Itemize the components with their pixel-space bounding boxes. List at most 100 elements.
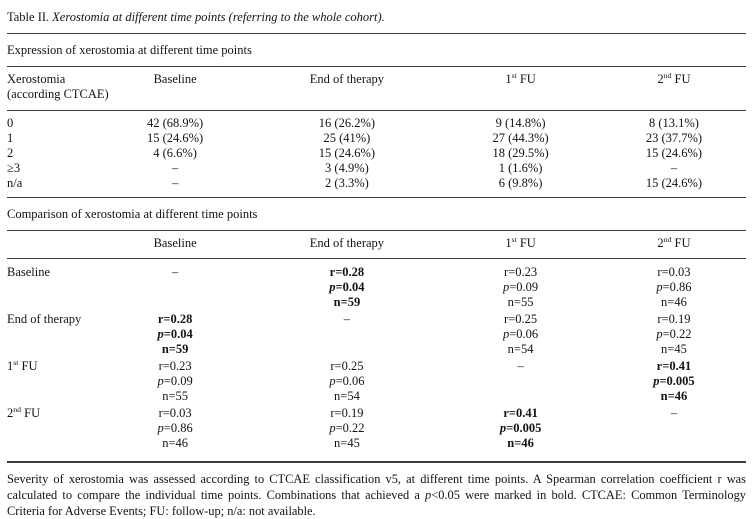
comparison-cell: – xyxy=(602,406,746,453)
comparison-cell: r=0.28 p=0.04 n=59 xyxy=(96,312,255,359)
expression-cell: 15 (24.6%) xyxy=(645,176,703,190)
not-applicable-dash: – xyxy=(171,265,179,279)
p-value: p=0.09 xyxy=(157,374,193,388)
correlation-coefficient: r=0.23 xyxy=(504,265,538,279)
ordinal-superscript: nd xyxy=(13,404,21,414)
comparison-cell: r=0.19 p=0.22 n=45 xyxy=(602,312,746,359)
correlation-coefficient: r=0.19 xyxy=(330,406,364,420)
expression-row: 1 15 (24.6%) 25 (41%) 27 (44.3%) 23 (37.7%) xyxy=(7,131,746,146)
expression-row: ≥3 – 3 (4.9%) 1 (1.6%) – xyxy=(7,161,746,176)
row-label: 2nd FU xyxy=(7,404,41,420)
comparison-table: Baseline End of therapy 1st FU 2nd FU Ba… xyxy=(7,231,746,453)
expression-cell: 16 (26.2%) xyxy=(318,116,376,130)
comparison-cell: r=0.23 p=0.09 n=55 xyxy=(439,259,602,313)
table-number: Table II. xyxy=(7,10,50,24)
expression-cell: 8 (13.1%) xyxy=(648,116,699,130)
expression-section-heading: Expression of xerostomia at different ti… xyxy=(7,43,252,57)
row-label: 0 xyxy=(7,116,14,130)
sample-size: n=46 xyxy=(660,389,688,403)
not-applicable-dash: – xyxy=(517,359,524,373)
sample-size: n=45 xyxy=(661,342,687,356)
correlation-coefficient: r=0.03 xyxy=(657,265,691,279)
column-header-baseline: Baseline xyxy=(95,231,255,259)
column-header-end-of-therapy: End of therapy xyxy=(254,67,440,111)
comparison-cell: – xyxy=(96,259,255,313)
expression-cell: 6 (9.8%) xyxy=(498,176,543,190)
ordinal-superscript: nd xyxy=(663,234,672,244)
correlation-coefficient: r=0.25 xyxy=(330,359,364,373)
correlation-coefficient: r=0.03 xyxy=(158,406,192,420)
column-header-end-of-therapy: End of therapy xyxy=(254,231,440,259)
column-header-second-fu: 2nd FU xyxy=(601,231,746,259)
comparison-row: 1st FU r=0.23 p=0.09 n=55 r=0.25 p=0.06 n=54– r… xyxy=(7,357,746,406)
divider-under-title xyxy=(7,33,746,34)
p-value: p=0.86 xyxy=(157,421,193,435)
comparison-cell: r=0.41 p=0.005 n=46 xyxy=(602,359,746,406)
sample-size: n=46 xyxy=(507,436,534,450)
comparison-section-heading: Comparison of xerostomia at different ti… xyxy=(7,207,258,221)
row-label: End of therapy xyxy=(7,312,82,326)
p-value: p=0.06 xyxy=(502,327,539,341)
comparison-cell: r=0.03 p=0.86 n=46 xyxy=(96,406,255,453)
divider-under-expression-table xyxy=(7,197,746,198)
expression-cell: 3 (4.9%) xyxy=(325,161,369,175)
p-value: p=0.005 xyxy=(653,374,695,388)
column-header-empty xyxy=(7,231,96,259)
comparison-cell: – xyxy=(439,359,602,406)
ordinal-superscript: st xyxy=(511,70,517,80)
not-applicable-dash: – xyxy=(670,406,678,420)
expression-cell: 15 (24.6%) xyxy=(645,146,703,160)
divider-above-expression-header xyxy=(7,66,746,67)
correlation-coefficient: r=0.19 xyxy=(657,312,691,326)
correlation-coefficient: r=0.23 xyxy=(158,359,192,373)
sample-size: n=59 xyxy=(161,342,189,356)
p-value: p=0.04 xyxy=(329,280,365,294)
p-value: p=0.09 xyxy=(502,280,539,294)
header-line2: (according CTCAE) xyxy=(7,87,109,101)
p-value: p=0.06 xyxy=(329,374,365,388)
expression-cell: – xyxy=(171,161,179,175)
expression-row: 0 42 (68.9%) 16 (26.2%) 9 (14.8%) 8 (13.1%) xyxy=(7,111,746,132)
comparison-cell: r=0.03 p=0.86 n=46 xyxy=(602,259,746,313)
sample-size: n=54 xyxy=(507,342,534,356)
divider-above-footnote xyxy=(7,461,746,463)
table-caption: Xerostomia at different time points (ref… xyxy=(52,10,385,24)
p-value: p=0.005 xyxy=(499,421,542,435)
expression-cell: 25 (41%) xyxy=(323,131,371,145)
sample-size: n=46 xyxy=(162,436,189,450)
comparison-cell: r=0.25 p=0.06 n=54 xyxy=(439,312,602,359)
p-value: p=0.22 xyxy=(329,421,365,435)
ordinal-superscript: st xyxy=(13,357,19,367)
column-header-first-fu: 1st FU xyxy=(439,231,602,259)
sample-size: n=59 xyxy=(333,295,361,309)
comparison-cell: r=0.25 p=0.06 n=54 xyxy=(255,359,440,406)
sample-size: n=55 xyxy=(507,295,534,309)
comparison-row: Baseline – r=0.28 p=0.04 n=59 r=0.23 p=0.09 n=5… xyxy=(7,259,746,313)
sample-size: n=45 xyxy=(334,436,360,450)
comparison-cell: r=0.28 p=0.04 n=59 xyxy=(255,259,440,313)
sample-size: n=54 xyxy=(334,389,360,403)
ordinal-superscript: nd xyxy=(663,70,672,80)
correlation-coefficient: r=0.28 xyxy=(329,265,365,279)
comparison-cell: r=0.19 p=0.22 n=45 xyxy=(255,406,440,453)
expression-cell: 9 (14.8%) xyxy=(495,116,546,130)
expression-cell: 1 (1.6%) xyxy=(498,161,543,175)
expression-cell: – xyxy=(670,161,678,175)
table-footnote: Severity of xerostomia was assessed acco… xyxy=(7,472,746,519)
comparison-row: 2nd FU r=0.03 p=0.86 n=46 r=0.19 p=0.22 n=45 r=… xyxy=(7,404,746,453)
row-label: ≥3 xyxy=(7,161,21,175)
not-applicable-dash: – xyxy=(343,312,351,326)
expression-cell: 2 (3.3%) xyxy=(325,176,369,190)
expression-table: Xerostomia (according CTCAE) Baseline En… xyxy=(7,67,746,197)
column-header-second-fu: 2nd FU xyxy=(601,67,746,111)
p-value: p=0.86 xyxy=(656,280,692,294)
expression-cell: 18 (29.5%) xyxy=(492,146,549,160)
expression-cell: 23 (37.7%) xyxy=(645,131,703,145)
ordinal-superscript: st xyxy=(511,234,517,244)
column-header-xerostomia: Xerostomia (according CTCAE) xyxy=(7,67,109,111)
sample-size: n=46 xyxy=(661,295,687,309)
comparison-header-row: Baseline End of therapy 1st FU 2nd FU xyxy=(7,231,746,259)
p-value: p=0.04 xyxy=(157,327,193,341)
expression-cell: 15 (24.6%) xyxy=(146,131,204,145)
